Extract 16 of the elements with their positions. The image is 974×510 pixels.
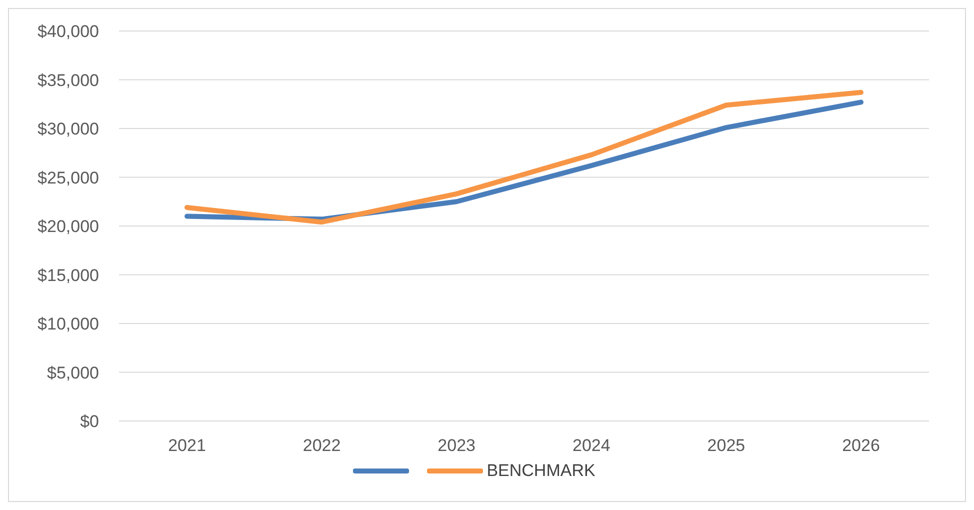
y-tick-label: $30,000 [38, 120, 99, 139]
y-tick-label: $35,000 [38, 70, 99, 90]
y-tick-label: $40,000 [38, 22, 99, 42]
y-tick-label: $5,000 [47, 363, 99, 382]
x-tick-label: 2022 [302, 436, 341, 456]
y-tick-label: $10,000 [38, 314, 99, 334]
y-tick-label: $20,000 [38, 217, 99, 236]
x-tick-label: 2024 [572, 436, 610, 456]
legend-label: BENCHMARK [486, 461, 596, 481]
y-tick-label: $0 [80, 412, 99, 432]
y-tick-label: $15,000 [38, 266, 99, 285]
x-tick-label: 2026 [842, 436, 880, 456]
x-tick-label: 2023 [438, 436, 476, 456]
x-tick-label: 2021 [168, 436, 206, 456]
y-tick-label: $25,000 [38, 168, 99, 188]
x-tick-label: 2025 [707, 436, 746, 456]
